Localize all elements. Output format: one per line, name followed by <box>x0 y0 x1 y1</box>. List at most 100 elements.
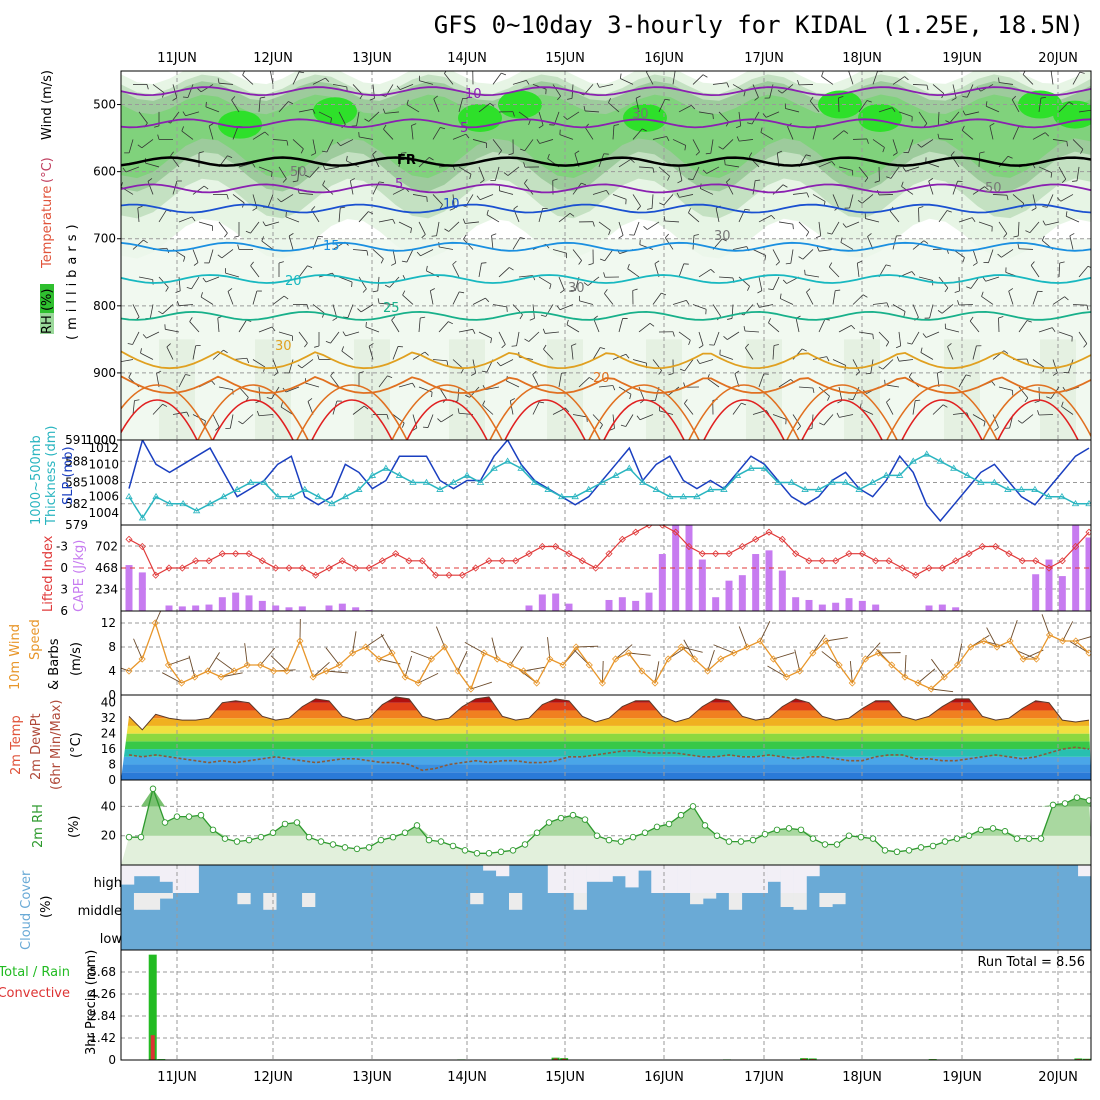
wind10m-point <box>598 679 606 687</box>
wind-barb <box>1022 74 1034 85</box>
thickness-point <box>314 492 323 500</box>
rh-contour-label: 30 <box>632 107 649 122</box>
lifted-index-point <box>1032 557 1040 565</box>
rh-contour-label: 50 <box>985 181 1002 196</box>
wind10m-barb <box>1009 620 1018 642</box>
cape-bar <box>125 565 133 611</box>
wind-barb <box>608 102 620 113</box>
cloud-cell <box>638 865 652 871</box>
wind-barb-flag <box>835 289 841 292</box>
wind-barb-flag <box>583 282 589 286</box>
wind-barb-flag <box>637 205 641 211</box>
wind-barb-flag <box>325 77 330 83</box>
thickness-point <box>747 464 755 471</box>
wind-barb <box>219 82 234 85</box>
wind-barb-flag <box>299 71 305 74</box>
wind-barb-flag <box>325 340 331 344</box>
lifted-index-point <box>192 557 200 565</box>
isotherm-line <box>121 183 1091 194</box>
wind-barb-flag <box>581 182 587 186</box>
wind-barb-flag <box>672 331 675 337</box>
temp-band <box>121 733 1091 742</box>
wind-barb-flag <box>264 131 269 136</box>
wind-barb <box>524 139 534 151</box>
wind-barb-flag <box>312 109 316 114</box>
isotherm-label: 20 <box>593 371 610 386</box>
wind-barb <box>772 414 787 420</box>
wind-barb-flag <box>307 398 313 402</box>
cloud-cell <box>483 865 497 871</box>
wind10m-barb <box>681 646 703 653</box>
wind-barb <box>938 138 954 140</box>
wind-barb-flag <box>364 118 369 122</box>
rh2m-point <box>989 825 997 832</box>
wind-barb <box>229 414 234 429</box>
wind-barb-flag <box>1013 235 1019 238</box>
wind10m-barb <box>133 638 143 660</box>
wind-barb <box>792 192 807 195</box>
wind-barb <box>352 405 365 415</box>
thickness-point <box>233 485 241 492</box>
wind-barb <box>941 304 954 314</box>
wind-barb-flag <box>937 370 943 374</box>
wind10m-point <box>125 667 133 675</box>
wind-barb <box>149 304 154 319</box>
wind-barb <box>665 220 680 223</box>
cape-tick-label: 468 <box>95 561 118 575</box>
thickness-point <box>598 478 606 485</box>
temp-band <box>121 741 1091 750</box>
cape-bar <box>938 604 946 611</box>
wind-barb-flag <box>658 370 662 375</box>
wind-barb <box>372 84 375 99</box>
wind-barb-flag <box>307 265 313 268</box>
wind-barb-flag <box>806 288 811 293</box>
wind-barb <box>1011 99 1020 113</box>
wind-barb <box>559 304 574 311</box>
cape-bar <box>725 580 733 611</box>
wind10m-point <box>388 649 396 657</box>
cape-bar <box>192 605 200 611</box>
thickness-point <box>882 471 890 478</box>
wind10m-point <box>506 661 514 669</box>
isotherm-line <box>121 274 1091 284</box>
wind-barb-flag <box>667 175 670 181</box>
lifted-index-point <box>125 535 133 543</box>
wind-barb-flag <box>724 159 726 165</box>
wind-barb <box>949 111 960 123</box>
wind-barb-flag <box>402 290 406 296</box>
wind-barb-flag <box>747 122 753 125</box>
wind-barb <box>532 374 540 388</box>
wind-barb <box>732 402 742 415</box>
rh-high-pocket <box>1053 100 1091 129</box>
wind-barb-flag <box>620 424 626 427</box>
wind-barb-flag <box>426 265 428 271</box>
lifted-index-point <box>885 557 893 565</box>
wind-barb <box>181 130 194 140</box>
wind-barb <box>726 181 734 195</box>
rh2m-point <box>461 847 469 854</box>
wind10m-barb <box>325 647 340 666</box>
isotherm-line <box>121 310 1091 321</box>
wind10m-barb <box>404 655 413 678</box>
rh2m-point <box>545 819 553 826</box>
wind-barb <box>678 166 683 181</box>
bottom-date-axis: 11JUN 12JUN 13JUN 14JUN 15JUN 16JUN 17JUN 18JUN… <box>157 1070 1078 1085</box>
lifted-index-point <box>618 535 626 543</box>
lifted-index-point <box>645 525 653 529</box>
wind-barb-flag <box>401 260 407 263</box>
wind-barb-flag <box>1061 401 1064 407</box>
wind-barb <box>280 194 294 203</box>
wind-barb-flag <box>224 232 228 238</box>
wind-barb <box>838 166 853 171</box>
cloud-middle-label: middle <box>78 904 122 919</box>
wind-barb-flag <box>684 399 688 404</box>
cloud-cell <box>586 865 600 882</box>
wind-barb <box>1072 139 1084 150</box>
wind-barb <box>1072 71 1081 85</box>
wind-barb <box>152 403 163 415</box>
wind-barb-flag <box>920 347 923 353</box>
cape-bar <box>272 605 280 611</box>
rh2m-point <box>845 832 853 839</box>
wind-barb-flag <box>480 179 485 184</box>
